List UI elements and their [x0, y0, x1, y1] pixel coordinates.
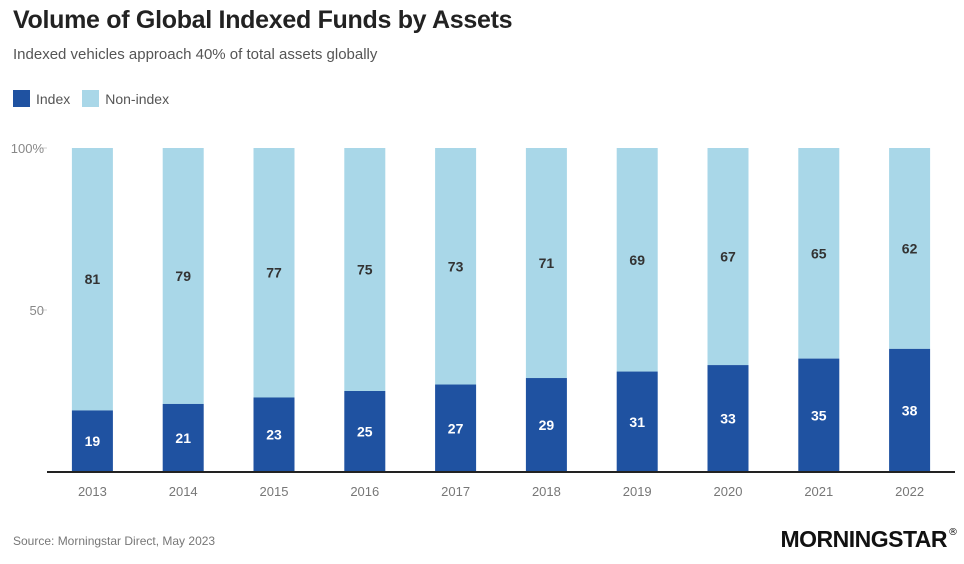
data-label-index: 31: [629, 414, 645, 430]
legend: Index Non-index: [13, 90, 181, 107]
legend-swatch-non-index: [82, 90, 100, 107]
data-label-non-index: 62: [902, 240, 918, 256]
bar-index: [798, 358, 840, 472]
bar-non-index: [344, 148, 386, 391]
data-label-non-index: 75: [357, 262, 373, 278]
bar-non-index: [889, 148, 931, 349]
registered-mark: ®: [948, 527, 958, 538]
data-label-non-index: 69: [629, 252, 645, 268]
source-note: Source: Morningstar Direct, May 2023: [13, 534, 216, 548]
bar-non-index: [162, 148, 204, 404]
bar-index: [707, 365, 749, 472]
bar-index: [435, 384, 477, 472]
data-label-non-index: 73: [448, 258, 464, 274]
data-label-index: 35: [811, 407, 827, 423]
x-tick-label: 2021: [804, 484, 833, 499]
legend-item-index: Index: [13, 90, 70, 107]
y-tick-label: 100%: [11, 141, 45, 156]
data-label-index: 23: [266, 427, 282, 443]
bar-non-index: [71, 148, 113, 411]
bar-index: [616, 371, 658, 472]
data-label-index: 27: [448, 420, 464, 436]
bar-non-index: [435, 148, 477, 385]
legend-label-index: Index: [36, 90, 71, 107]
data-label-non-index: 81: [85, 271, 101, 287]
bar-index: [253, 397, 295, 472]
data-label-non-index: 77: [266, 265, 282, 281]
stacked-bar-chart: 50 100% 19 81 2013 21 79 2014 23 77 2015 25 75 2016 27…: [11, 141, 955, 499]
bar-index: [71, 410, 113, 472]
x-tick-label: 2014: [169, 484, 198, 499]
data-label-index: 29: [539, 417, 555, 433]
bar-non-index: [525, 148, 567, 379]
x-tick-label: 2020: [714, 484, 743, 499]
x-tick-label: 2016: [350, 484, 379, 499]
chart-subtitle: Indexed vehicles approach 40% of total a…: [13, 46, 378, 63]
legend-swatch-index: [13, 90, 30, 107]
data-label-non-index: 67: [720, 249, 736, 265]
data-label-index: 21: [175, 430, 191, 446]
chart-title: Volume of Global Indexed Funds by Assets: [13, 6, 513, 34]
bar-non-index: [798, 148, 840, 359]
data-label-non-index: 71: [539, 255, 555, 271]
x-tick-label: 2019: [623, 484, 652, 499]
data-label-non-index: 65: [811, 245, 827, 261]
x-tick-label: 2018: [532, 484, 561, 499]
bar-non-index: [253, 148, 295, 398]
x-tick-label: 2013: [78, 484, 107, 499]
data-label-index: 19: [85, 433, 101, 449]
x-tick-label: 2022: [895, 484, 924, 499]
data-label-index: 38: [902, 402, 918, 418]
data-label-index: 25: [357, 424, 373, 440]
bar-index: [889, 348, 931, 472]
x-tick-label: 2015: [260, 484, 289, 499]
bar-index: [162, 403, 204, 472]
bar-non-index: [707, 148, 749, 366]
data-label-index: 33: [720, 411, 736, 427]
x-tick-label: 2017: [441, 484, 470, 499]
bar-index: [344, 391, 386, 472]
legend-label-non-index: Non-index: [105, 90, 170, 107]
data-label-non-index: 79: [175, 268, 191, 284]
bar-index: [525, 378, 567, 472]
logo-text: MORNINGSTAR: [780, 526, 947, 552]
y-tick-label: 50: [30, 303, 44, 318]
legend-item-non-index: Non-index: [82, 90, 169, 107]
bar-non-index: [616, 148, 658, 372]
morningstar-logo: MORNINGSTAR ®: [780, 526, 958, 553]
